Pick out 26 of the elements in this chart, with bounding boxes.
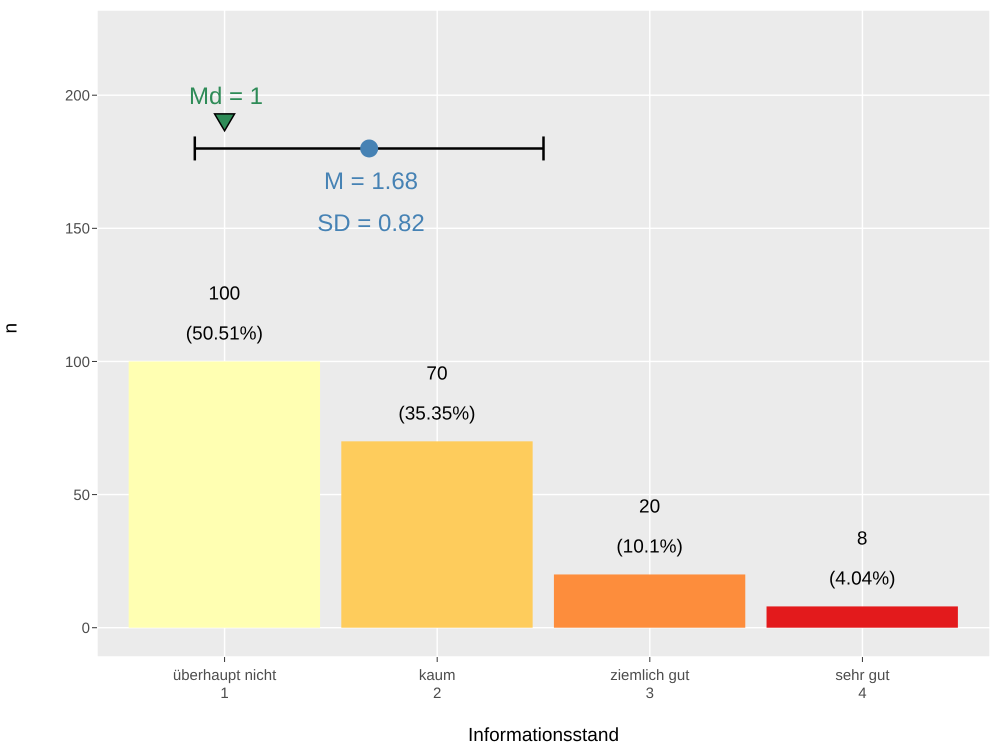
- y-tick-label: 0: [82, 620, 90, 638]
- text: kaum: [418, 667, 456, 684]
- y-axis-title: n: [0, 322, 22, 334]
- y-tick-label: 200: [64, 88, 90, 105]
- x-axis-title: Informationsstand: [468, 725, 620, 746]
- data-label: 20 (10.1%): [616, 496, 683, 558]
- y-tick-label: 100: [64, 354, 90, 371]
- data-label: 100 (50.51%): [186, 283, 263, 344]
- data-label: 8 (4.04%): [828, 528, 896, 590]
- annotation: Md = 1: [188, 83, 264, 110]
- text: ziemlich gut: [610, 667, 690, 684]
- x-tick-label: 1: [220, 685, 229, 702]
- data-label: 70 (35.35%): [398, 363, 476, 424]
- text: überhaupt nicht: [172, 667, 278, 684]
- annotation: SD = 0.82: [317, 210, 425, 237]
- bar: [128, 361, 320, 628]
- bar: [341, 441, 533, 628]
- y-tick-label: 50: [73, 486, 90, 504]
- text: sehr gut: [835, 667, 890, 684]
- x-tick-label: 2: [433, 685, 442, 702]
- y-tick-label: 150: [64, 220, 90, 238]
- bar: [554, 574, 746, 628]
- x-tick-label: 4: [858, 685, 867, 702]
- annotation: M = 1.68: [324, 168, 418, 195]
- x-tick-label: 3: [646, 685, 654, 702]
- bar: [766, 606, 958, 628]
